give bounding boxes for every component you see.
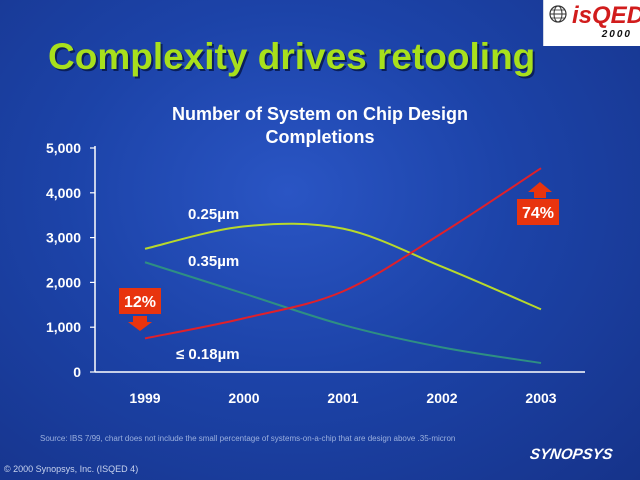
chart-series bbox=[144, 167, 542, 365]
isqed-logo: isQED 2000 bbox=[543, 0, 640, 46]
series-line-0-18-m bbox=[144, 167, 542, 340]
x-tick-label: 2000 bbox=[228, 390, 259, 406]
chart-title: Number of System on Chip Design Completio… bbox=[172, 104, 468, 147]
callout-label: 74% bbox=[522, 205, 554, 222]
series-line-0-35-m bbox=[144, 261, 542, 365]
series-label: 0.35µm bbox=[188, 253, 239, 270]
x-tick-label: 2002 bbox=[426, 390, 457, 406]
arrow-up-icon bbox=[528, 182, 552, 198]
synopsys-logo: SYNOPSYS bbox=[528, 446, 614, 463]
source-note: Source: IBS 7/99, chart does not include… bbox=[40, 434, 456, 443]
slide-title: Complexity drives retooling bbox=[48, 36, 536, 77]
copyright-text: © 2000 Synopsys, Inc. (ISQED 4) bbox=[4, 464, 139, 474]
chart-title-line: Number of System on Chip Design bbox=[172, 104, 468, 124]
callout-box bbox=[517, 199, 559, 225]
chart-title-line: Completions bbox=[265, 127, 374, 147]
callout-box bbox=[119, 288, 161, 314]
chart-callouts: 12% 74% bbox=[119, 182, 559, 331]
series-labels: 0.25µm 0.35µm ≤ 0.18µm bbox=[176, 206, 240, 363]
y-tick-label: 5,000 bbox=[46, 140, 81, 156]
x-tick-label: 1999 bbox=[129, 390, 160, 406]
logo-name: isQED bbox=[572, 2, 640, 29]
y-tick-label: 0 bbox=[73, 364, 81, 380]
logo-year: 2000 bbox=[601, 29, 632, 40]
series-label: ≤ 0.18µm bbox=[176, 346, 240, 363]
y-tick-label: 1,000 bbox=[46, 319, 81, 335]
callout-label: 12% bbox=[124, 294, 156, 311]
y-tick-label: 4,000 bbox=[46, 185, 81, 201]
series-label: 0.25µm bbox=[188, 206, 239, 223]
chart-axes: 0 1,000 2,000 3,000 4,000 5,000 1999 2000 2001 20… bbox=[46, 140, 585, 406]
arrow-down-icon bbox=[128, 316, 152, 331]
y-tick-label: 2,000 bbox=[46, 274, 81, 290]
x-tick-label: 2003 bbox=[525, 390, 556, 406]
series-line-0-25-m bbox=[144, 222, 542, 311]
x-tick-label: 2001 bbox=[327, 390, 358, 406]
globe-icon bbox=[549, 5, 567, 23]
y-tick-label: 3,000 bbox=[46, 230, 81, 246]
